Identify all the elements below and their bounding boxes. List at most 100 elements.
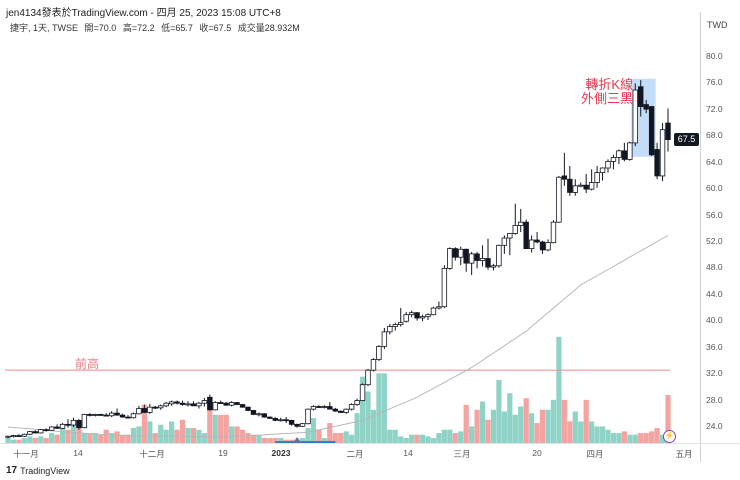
currency-label: TWD xyxy=(707,20,728,30)
volume-bar xyxy=(463,404,469,443)
legend-symbol[interactable]: 捷宇, 1天, TWSE xyxy=(10,23,79,33)
volume-bar xyxy=(349,434,355,443)
volume-bar xyxy=(447,429,453,443)
publish-header: jen4134發表於TradingView.com - 四月 25, 2023 … xyxy=(6,8,281,19)
candle-up xyxy=(408,312,415,316)
candle-up xyxy=(228,402,235,406)
candle-up xyxy=(10,435,17,437)
candle-down xyxy=(485,258,491,268)
candle-down xyxy=(561,175,568,180)
tradingview-logo-icon: 17 xyxy=(6,465,18,476)
time-tick: 二月 xyxy=(346,449,364,459)
candle-down xyxy=(54,426,60,429)
candle-up xyxy=(578,184,584,187)
time-tick: 20 xyxy=(532,448,542,458)
indicator-strip xyxy=(275,441,336,443)
candle-down xyxy=(190,403,197,407)
candle-up xyxy=(278,419,284,422)
volume-bar xyxy=(267,438,273,443)
candle-up xyxy=(376,345,382,361)
candle-down xyxy=(114,412,120,416)
price-tick: 64.0 xyxy=(706,156,723,167)
volume-bar xyxy=(229,426,235,443)
candle-up xyxy=(343,408,349,413)
candle-up xyxy=(59,423,66,429)
volume-bar xyxy=(70,423,77,443)
candle-up xyxy=(447,248,453,269)
volume-bar xyxy=(316,429,322,443)
volume-bar xyxy=(136,426,142,443)
candle-up xyxy=(501,237,508,246)
time-tick: 2023 xyxy=(271,448,291,458)
candle-up xyxy=(48,426,55,431)
volume-bar xyxy=(474,409,480,443)
candle-up xyxy=(196,402,202,407)
volume-bar xyxy=(621,431,627,443)
candle-down xyxy=(534,239,540,243)
time-tick: 14 xyxy=(403,448,413,458)
candle-down xyxy=(294,423,300,427)
volume-bar xyxy=(141,404,147,443)
volume-bar xyxy=(550,399,557,443)
volume-bar xyxy=(589,421,595,443)
candle-up xyxy=(185,403,191,406)
volume-bar xyxy=(327,423,333,443)
volume-bar xyxy=(332,433,338,443)
candle-down xyxy=(414,312,420,319)
volume-bar xyxy=(632,434,638,443)
candle-down xyxy=(239,404,246,408)
volume-bar xyxy=(152,433,158,443)
volume-bar xyxy=(190,428,197,443)
volume-bar xyxy=(109,433,115,443)
candle-down xyxy=(119,414,126,418)
candle-up xyxy=(441,268,448,308)
price-tick: 52.0 xyxy=(706,235,723,246)
volume-bar xyxy=(419,434,426,443)
candle-up xyxy=(321,406,328,408)
price-tick: 48.0 xyxy=(706,262,723,273)
price-tick: 72.0 xyxy=(706,103,723,114)
lightning-icon[interactable]: ⚡ xyxy=(663,430,676,443)
volume-bar xyxy=(627,434,633,443)
candle-up xyxy=(588,182,595,190)
reversal-annotation: 轉折K線 外側三黑 xyxy=(581,78,633,106)
volume-bar xyxy=(201,433,207,443)
candle-up xyxy=(365,369,371,386)
candle-up xyxy=(354,400,360,405)
annotation-line: 外側三黑 xyxy=(581,91,634,106)
volume-bar xyxy=(218,414,224,443)
volume-bar xyxy=(469,426,475,443)
volume-bar xyxy=(321,438,327,443)
candle-down xyxy=(523,221,529,250)
candle-down xyxy=(65,423,71,426)
volume-bar xyxy=(561,399,567,443)
volume-bar xyxy=(158,424,164,443)
volume-bar xyxy=(261,438,267,443)
volume-bar xyxy=(179,419,186,443)
volume-bar xyxy=(518,406,524,443)
candle-up xyxy=(659,129,666,177)
candle-down xyxy=(250,410,257,415)
candle-up xyxy=(594,172,600,183)
candle-up xyxy=(305,408,311,425)
volume-bar xyxy=(49,433,55,443)
volume-bar xyxy=(583,399,589,443)
time-tick: 14 xyxy=(73,448,83,458)
candle-down xyxy=(43,429,49,432)
candle-down xyxy=(87,414,93,416)
candle-up xyxy=(403,314,409,322)
price-tick: 44.0 xyxy=(706,288,723,299)
volume-bar xyxy=(578,421,584,443)
candle-down xyxy=(583,184,589,190)
candle-up xyxy=(81,414,88,429)
candle-up xyxy=(5,435,11,438)
candle-up xyxy=(168,401,175,405)
candle-up xyxy=(458,248,464,258)
candle-down xyxy=(463,248,469,264)
candle-down xyxy=(567,178,573,193)
candle-down xyxy=(98,414,104,416)
candle-up xyxy=(436,306,442,309)
candle-down xyxy=(539,241,546,251)
time-tick: 三月 xyxy=(453,449,471,459)
